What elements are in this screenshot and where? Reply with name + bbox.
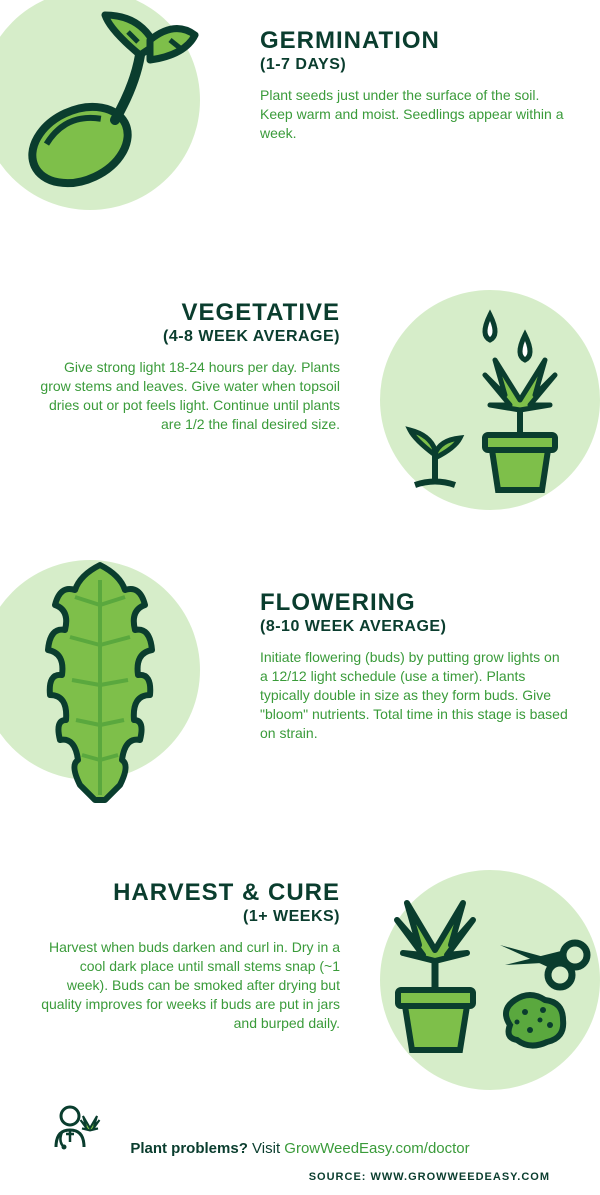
- vegetative-title: VEGETATIVE: [40, 300, 340, 326]
- flowering-subtitle: (8-10 WEEK AVERAGE): [260, 618, 570, 636]
- footer-problems: Plant problems?: [130, 1140, 248, 1157]
- harvest-text: HARVEST & CURE (1+ WEEKS) Harvest when b…: [40, 880, 340, 1033]
- footer-visit: Visit: [252, 1140, 280, 1157]
- footer-cta: Plant problems? Visit GrowWeedEasy.com/d…: [20, 1140, 580, 1157]
- vegetative-text: VEGETATIVE (4-8 WEEK AVERAGE) Give stron…: [40, 300, 340, 434]
- seed-icon: [10, 10, 210, 210]
- germination-subtitle: (1-7 DAYS): [260, 56, 570, 74]
- flowering-text: FLOWERING (8-10 WEEK AVERAGE) Initiate f…: [260, 590, 570, 743]
- vegetative-subtitle: (4-8 WEEK AVERAGE): [40, 328, 340, 346]
- germination-text: GERMINATION (1-7 DAYS) Plant seeds just …: [260, 28, 570, 143]
- germination-body: Plant seeds just under the surface of th…: [260, 86, 570, 143]
- harvest-icon: [370, 865, 600, 1095]
- pot-icon: [380, 290, 600, 510]
- flowering-title: FLOWERING: [260, 590, 570, 616]
- vegetative-body: Give strong light 18-24 hours per day. P…: [40, 358, 340, 434]
- harvest-title: HARVEST & CURE: [40, 880, 340, 906]
- flowering-body: Initiate flowering (buds) by putting gro…: [260, 648, 570, 742]
- harvest-subtitle: (1+ WEEKS): [40, 908, 340, 926]
- harvest-body: Harvest when buds darken and curl in. Dr…: [40, 938, 340, 1032]
- footer-source: SOURCE: WWW.GROWWEEDEASY.COM: [20, 1171, 580, 1183]
- footer-link[interactable]: GrowWeedEasy.com/doctor: [284, 1140, 469, 1157]
- germination-title: GERMINATION: [260, 28, 570, 54]
- bud-icon: [20, 555, 180, 815]
- footer: Plant problems? Visit GrowWeedEasy.com/d…: [0, 1140, 600, 1183]
